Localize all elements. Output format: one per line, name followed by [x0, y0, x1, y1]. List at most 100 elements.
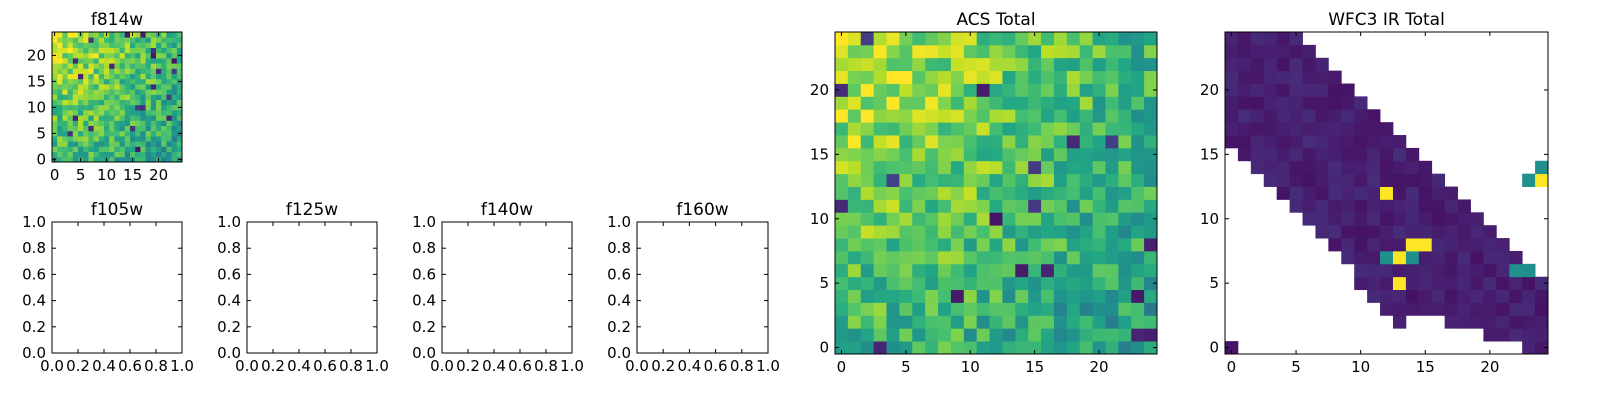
heatmap-cell	[109, 125, 115, 132]
heatmap-cell	[145, 141, 152, 147]
heatmap-cell	[873, 147, 887, 162]
heatmap-cell	[1079, 341, 1093, 355]
heatmap-cell	[140, 141, 146, 147]
heatmap-cell	[938, 70, 952, 84]
heatmap-cell	[171, 58, 178, 64]
heatmap-cell	[124, 151, 131, 158]
heatmap-cell	[1002, 302, 1016, 316]
heatmap-cell	[1509, 289, 1523, 303]
heatmap-cell	[1315, 70, 1329, 84]
heatmap-cell	[1066, 160, 1081, 175]
heatmap-cell	[1367, 109, 1381, 123]
heatmap-cell	[1002, 289, 1016, 303]
heatmap-cell	[176, 47, 183, 54]
x-tick-label: 15	[123, 166, 142, 184]
heatmap-cell	[109, 58, 115, 64]
x-tick-label: 1.0	[756, 357, 780, 375]
heatmap-cell	[1250, 44, 1265, 59]
y-tick-label: 0.8	[607, 239, 631, 257]
heatmap-cell	[1144, 70, 1158, 84]
heatmap-cell	[860, 32, 875, 46]
heatmap-cell	[156, 141, 162, 147]
heatmap-cell	[847, 96, 862, 110]
heatmap-cell	[124, 141, 131, 147]
heatmap-cell	[156, 94, 162, 100]
heatmap-cell	[140, 130, 146, 137]
heatmap-cell	[1092, 186, 1106, 200]
heatmap-cell	[119, 120, 126, 126]
heatmap-cell	[835, 263, 849, 278]
heatmap-cell	[124, 78, 131, 85]
heatmap-cell	[989, 328, 1003, 342]
heatmap-cell	[1041, 96, 1055, 110]
heatmap-cell	[1392, 289, 1407, 303]
heatmap-cell	[135, 141, 141, 147]
heatmap-cell	[938, 315, 952, 329]
heatmap-cell	[989, 32, 1003, 46]
heatmap-cell	[963, 328, 978, 342]
heatmap-cell	[1002, 212, 1016, 226]
heatmap-cell	[62, 32, 68, 38]
heatmap-cell	[135, 73, 141, 80]
heatmap-cell	[98, 110, 105, 116]
heatmap-cell	[124, 89, 131, 95]
heatmap-cell	[1457, 315, 1471, 329]
heatmap-cell	[109, 136, 115, 142]
heatmap-cell	[1444, 186, 1458, 200]
heatmap-cell	[899, 186, 913, 200]
heatmap-cell	[176, 120, 183, 126]
heatmap-cell	[989, 289, 1003, 303]
heatmap-cell	[1392, 315, 1407, 329]
heatmap-cell	[835, 83, 849, 97]
heatmap-cell	[1131, 276, 1145, 290]
heatmap-cell	[1418, 238, 1433, 252]
y-tick-label: 0	[1209, 339, 1219, 357]
heatmap-cell	[130, 37, 136, 43]
heatmap-cell	[1457, 250, 1471, 265]
heatmap-cell	[62, 52, 68, 59]
heatmap-cell	[67, 115, 74, 121]
y-tick-label: 0	[819, 339, 829, 357]
heatmap-cell	[93, 42, 100, 48]
heatmap-cell	[886, 160, 900, 175]
heatmap-cell	[1118, 186, 1132, 200]
heatmap-cell	[989, 57, 1003, 72]
heatmap-cell	[88, 130, 94, 137]
heatmap-cell	[1535, 341, 1549, 355]
heatmap-cell	[1496, 250, 1510, 265]
heatmap-cell	[135, 37, 141, 43]
heatmap-cell	[950, 315, 965, 329]
heatmap-cell	[93, 110, 100, 116]
heatmap-cell	[1092, 276, 1106, 290]
heatmap-cell	[1105, 263, 1119, 278]
heatmap-cell	[1444, 212, 1458, 226]
heatmap-cell	[62, 156, 68, 163]
heatmap-cell	[989, 160, 1003, 175]
heatmap-cell	[1053, 57, 1068, 72]
heatmap-cell	[150, 63, 157, 69]
heatmap-cell	[1354, 135, 1368, 149]
heatmap-cell	[166, 58, 172, 64]
heatmap-cell	[912, 315, 926, 329]
heatmap-cell	[72, 151, 79, 158]
heatmap-cell	[98, 146, 105, 152]
heatmap-cell	[83, 120, 89, 126]
heatmap-cell	[835, 173, 849, 187]
heatmap-cell	[1041, 173, 1055, 187]
heatmap-cell	[1118, 32, 1132, 46]
heatmap-cell	[938, 302, 952, 316]
heatmap-cell	[98, 32, 105, 38]
heatmap-cell	[1225, 122, 1239, 136]
heatmap-cell	[145, 94, 152, 100]
heatmap-cell	[1053, 83, 1068, 97]
heatmap-cell	[1041, 147, 1055, 162]
heatmap-cell	[989, 70, 1003, 84]
heatmap-cell	[130, 136, 136, 142]
heatmap-cell	[171, 141, 178, 147]
heatmap-cell	[912, 341, 926, 355]
heatmap-cell	[1053, 186, 1068, 200]
heatmap-cell	[1105, 57, 1119, 72]
heatmap-cell	[1079, 238, 1093, 252]
heatmap-cell	[925, 328, 939, 342]
heatmap-cell	[1431, 238, 1446, 252]
